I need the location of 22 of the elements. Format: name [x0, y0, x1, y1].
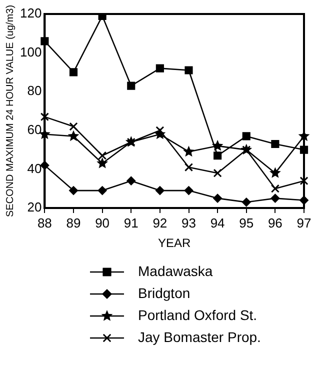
x-tick-label: 92 — [152, 215, 168, 230]
y-tick-label: 80 — [27, 83, 42, 98]
x-tick-label: 90 — [95, 215, 110, 230]
x-tick-label: 91 — [124, 215, 138, 230]
y-tick-label: 40 — [27, 160, 42, 176]
x-tick-label: 88 — [37, 215, 52, 230]
x-tick-label: 97 — [296, 215, 312, 230]
legend-label: Jay Bomaster Prop. — [138, 328, 261, 345]
y-tick-label: 120 — [20, 6, 42, 21]
x-tick-label: 96 — [268, 215, 282, 230]
x-axis-title: YEAR — [158, 236, 192, 250]
x-tick-label: 95 — [239, 215, 254, 230]
y-tick-label: 20 — [27, 200, 42, 215]
y-tick-label: 60 — [27, 122, 42, 137]
x-tick-label: 89 — [66, 215, 81, 230]
y-tick-label: 100 — [20, 44, 42, 60]
x-tick-label: 94 — [210, 215, 225, 230]
x-tick-label: 93 — [182, 215, 196, 230]
legend-label: Bridgton — [138, 284, 190, 301]
y-axis-title: SECOND MAXIMUM 24 HOUR VALUE (ug/m3) — [4, 4, 16, 218]
legend-label: Madawaska — [138, 262, 213, 279]
legend-label: Portland Oxford St. — [138, 306, 258, 323]
